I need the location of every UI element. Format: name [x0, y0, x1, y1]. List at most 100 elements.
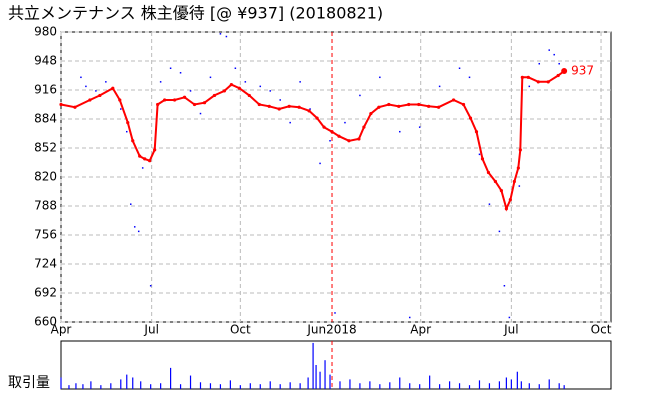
volume-bar: [68, 385, 70, 389]
volume-frame: [60, 340, 612, 390]
y-tick-label: 884: [34, 112, 57, 126]
trade-dot: [199, 112, 202, 115]
trade-dot: [478, 153, 481, 156]
trade-dot: [234, 67, 237, 69]
price-dot: [499, 188, 503, 193]
trade-dot: [538, 62, 541, 65]
price-dot: [516, 166, 520, 170]
trade-dot: [137, 230, 140, 233]
price-dot: [546, 80, 550, 84]
volume-bar: [429, 375, 431, 389]
volume-bar: [339, 381, 341, 389]
trade-dot: [269, 90, 271, 92]
price-dot: [163, 98, 167, 102]
y-tick-label: 724: [34, 257, 57, 271]
price-dot: [98, 93, 102, 98]
volume-bar: [349, 379, 351, 389]
trade-dot: [528, 85, 531, 88]
y-tick-label: 948: [34, 54, 57, 68]
trade-dot: [344, 121, 346, 124]
trade-dot: [553, 53, 555, 56]
volume-bar: [516, 371, 518, 389]
price-dot: [504, 207, 508, 211]
volume-bar: [249, 383, 251, 389]
price-dot: [347, 139, 351, 143]
volume-bar: [90, 381, 92, 389]
trade-dot: [558, 62, 560, 65]
volume-bar: [505, 377, 507, 389]
y-tick-label: 820: [34, 170, 57, 184]
volume-bar: [558, 383, 560, 389]
price-dot: [357, 137, 361, 141]
price-dot: [111, 86, 115, 90]
x-tick-label: Jul: [143, 323, 158, 337]
price-dot: [486, 170, 491, 175]
trade-dot: [279, 99, 281, 101]
volume-bar: [269, 381, 271, 389]
price-dot: [229, 82, 233, 87]
y-tick-label: 788: [34, 199, 57, 213]
trade-dot: [149, 285, 152, 287]
trade-dot: [141, 167, 144, 169]
price-dot: [520, 75, 524, 79]
trade-dot: [458, 67, 461, 69]
price-dot: [315, 116, 319, 120]
y-tick-label: 692: [34, 286, 57, 300]
volume-bar: [478, 380, 481, 389]
volume-bar: [120, 379, 122, 389]
trade-dot: [244, 81, 247, 83]
volume-bar: [538, 384, 540, 389]
price-dot: [508, 198, 512, 202]
price-dot: [297, 105, 301, 109]
volume-bar: [369, 381, 371, 389]
price-dot: [337, 134, 341, 138]
volume-bar: [299, 383, 301, 389]
volume-bar: [563, 385, 565, 389]
trade-dot: [169, 67, 172, 69]
price-dot: [267, 104, 271, 108]
volume-bar: [439, 384, 441, 389]
volume-bar: [289, 382, 291, 389]
price-dot: [143, 157, 147, 161]
volume-bar: [315, 365, 317, 389]
price-dot: [451, 98, 456, 102]
trade-dot: [379, 76, 381, 79]
x-tick-label: Apr: [51, 323, 72, 337]
price-dot: [427, 104, 431, 108]
y-tick-label: 916: [34, 83, 57, 97]
price-dot: [237, 86, 241, 90]
volume-bar: [379, 384, 381, 389]
trade-dot: [259, 85, 262, 88]
volume-bar: [126, 374, 128, 389]
price-dot: [156, 102, 160, 107]
price-dot: [88, 98, 92, 102]
volume-bar: [409, 383, 411, 389]
price-dot: [212, 93, 217, 98]
volume-bar: [189, 375, 192, 389]
trade-dot: [329, 140, 331, 142]
price-dot: [474, 130, 479, 134]
price-dot: [202, 101, 207, 105]
volume-bar: [324, 360, 326, 389]
volume-bar: [140, 381, 142, 389]
price-dot: [126, 121, 130, 125]
volume-bar: [219, 384, 222, 389]
trade-dot: [488, 203, 491, 205]
volume-bar: [82, 384, 84, 389]
trade-dot: [408, 316, 411, 319]
price-line: [60, 70, 565, 212]
volume-bar: [458, 383, 461, 389]
x-tick-label: Jun2018: [306, 323, 356, 337]
trade-dot: [418, 126, 421, 128]
price-dot: [131, 139, 135, 143]
volume-bar: [229, 380, 231, 389]
trade-dot: [503, 285, 506, 287]
chart-title: 共立メンテナンス 株主優待 [@ ¥937] (20180821): [8, 4, 383, 23]
price-dot: [556, 73, 560, 78]
trade-dot: [468, 76, 471, 79]
volume-bar: [132, 377, 134, 389]
y-tick-label: 852: [34, 141, 57, 155]
price-dot: [153, 148, 157, 152]
volume-bar: [160, 383, 162, 389]
